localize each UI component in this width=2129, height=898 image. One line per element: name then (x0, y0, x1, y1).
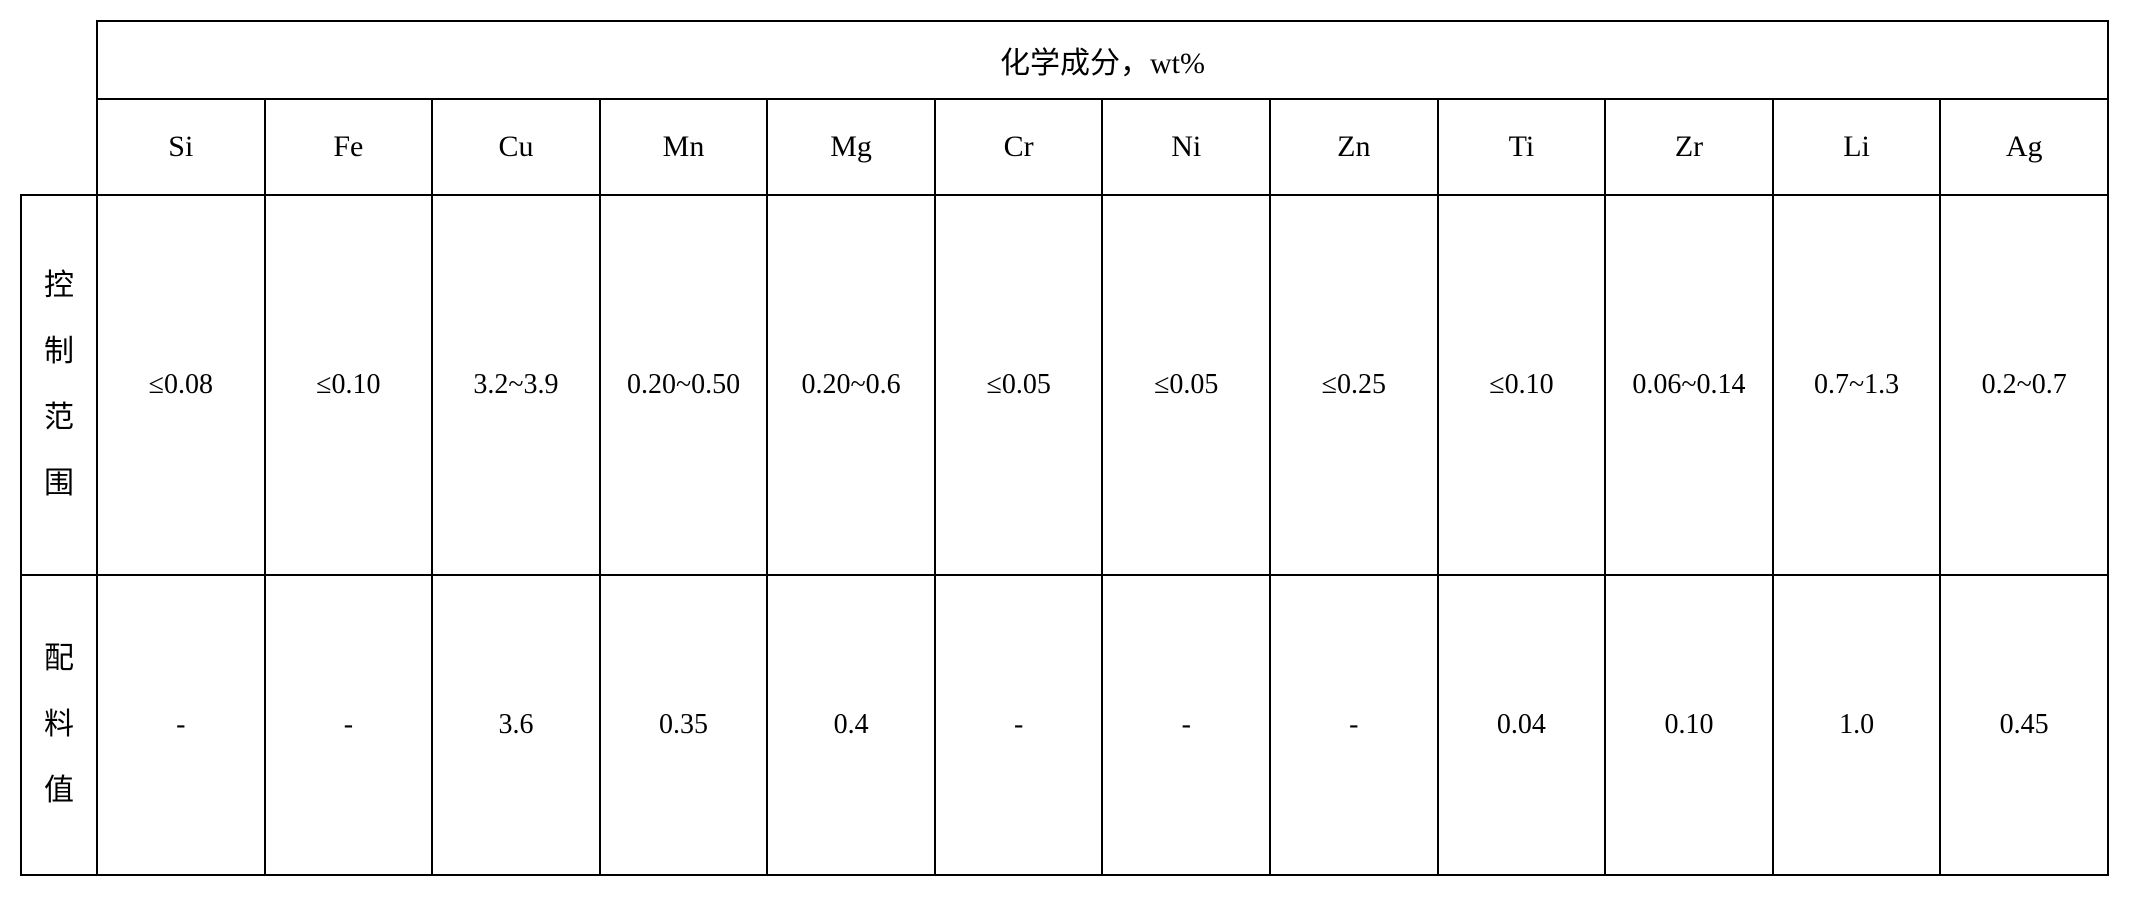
cell-ingredient-mg: 0.4 (767, 575, 935, 875)
label-char: 配 (32, 626, 86, 692)
cell-control-zr: 0.06~0.14 (1605, 195, 1773, 575)
corner-empty-cell (21, 21, 97, 195)
cell-control-zn: ≤0.25 (1270, 195, 1438, 575)
label-char: 控 (32, 253, 86, 319)
cell-control-ti: ≤0.10 (1438, 195, 1606, 575)
control-range-row: 控 制 范 围 ≤0.08 ≤0.10 3.2~3.9 0.20~0.50 0.… (21, 195, 2108, 575)
cell-ingredient-li: 1.0 (1773, 575, 1941, 875)
cell-ingredient-zn: - (1270, 575, 1438, 875)
cell-control-si: ≤0.08 (97, 195, 265, 575)
col-header-zr: Zr (1605, 99, 1773, 195)
col-header-li: Li (1773, 99, 1941, 195)
col-header-ag: Ag (1940, 99, 2108, 195)
cell-ingredient-cr: - (935, 575, 1103, 875)
col-header-ni: Ni (1102, 99, 1270, 195)
col-header-cr: Cr (935, 99, 1103, 195)
col-header-zn: Zn (1270, 99, 1438, 195)
label-char: 料 (32, 692, 86, 758)
col-header-mg: Mg (767, 99, 935, 195)
composition-table-container: 化学成分，wt% Si Fe Cu Mn Mg Cr Ni Zn Ti Zr L… (20, 20, 2109, 876)
label-char: 值 (32, 758, 86, 824)
label-char: 制 (32, 319, 86, 385)
row-label-control-range: 控 制 范 围 (21, 195, 97, 575)
column-header-row: Si Fe Cu Mn Mg Cr Ni Zn Ti Zr Li Ag (21, 99, 2108, 195)
label-char: 范 (32, 385, 86, 451)
cell-control-li: 0.7~1.3 (1773, 195, 1941, 575)
cell-control-mg: 0.20~0.6 (767, 195, 935, 575)
cell-control-mn: 0.20~0.50 (600, 195, 768, 575)
cell-ingredient-fe: - (265, 575, 433, 875)
composition-table: 化学成分，wt% Si Fe Cu Mn Mg Cr Ni Zn Ti Zr L… (20, 20, 2109, 876)
cell-control-fe: ≤0.10 (265, 195, 433, 575)
cell-ingredient-zr: 0.10 (1605, 575, 1773, 875)
cell-control-cr: ≤0.05 (935, 195, 1103, 575)
col-header-si: Si (97, 99, 265, 195)
ingredient-value-row: 配 料 值 - - 3.6 0.35 0.4 - - - 0.04 0.10 1… (21, 575, 2108, 875)
cell-ingredient-ag: 0.45 (1940, 575, 2108, 875)
header-title-row: 化学成分，wt% (21, 21, 2108, 99)
cell-control-ag: 0.2~0.7 (1940, 195, 2108, 575)
col-header-cu: Cu (432, 99, 600, 195)
cell-ingredient-ni: - (1102, 575, 1270, 875)
col-header-fe: Fe (265, 99, 433, 195)
row-label-ingredient-value: 配 料 值 (21, 575, 97, 875)
cell-ingredient-cu: 3.6 (432, 575, 600, 875)
label-char: 围 (32, 451, 86, 517)
cell-control-ni: ≤0.05 (1102, 195, 1270, 575)
cell-ingredient-ti: 0.04 (1438, 575, 1606, 875)
cell-control-cu: 3.2~3.9 (432, 195, 600, 575)
table-title: 化学成分，wt% (97, 21, 2108, 99)
cell-ingredient-mn: 0.35 (600, 575, 768, 875)
cell-ingredient-si: - (97, 575, 265, 875)
col-header-mn: Mn (600, 99, 768, 195)
col-header-ti: Ti (1438, 99, 1606, 195)
